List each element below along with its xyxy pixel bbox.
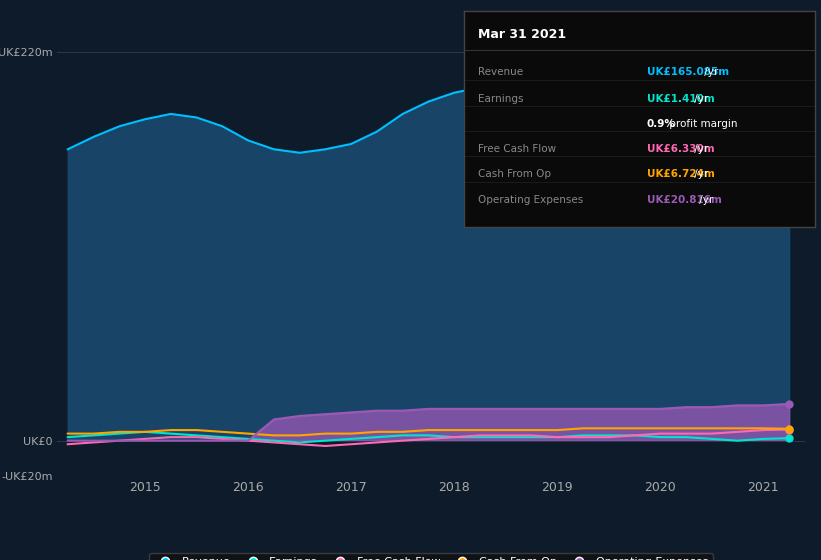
Text: Operating Expenses: Operating Expenses [478, 195, 583, 205]
Legend: Revenue, Earnings, Free Cash Flow, Cash From Op, Operating Expenses: Revenue, Earnings, Free Cash Flow, Cash … [149, 553, 713, 560]
Text: Earnings: Earnings [478, 94, 524, 104]
Text: Revenue: Revenue [478, 67, 523, 77]
Text: profit margin: profit margin [666, 119, 737, 129]
Text: 0.9%: 0.9% [647, 119, 676, 129]
Text: /yr: /yr [690, 144, 708, 154]
Text: Mar 31 2021: Mar 31 2021 [478, 29, 566, 41]
Text: UK£20.816m: UK£20.816m [647, 195, 722, 205]
Text: UK£1.410m: UK£1.410m [647, 94, 714, 104]
Text: UK£6.724m: UK£6.724m [647, 169, 714, 179]
Text: UK£165.085m: UK£165.085m [647, 67, 729, 77]
Text: /yr: /yr [690, 169, 708, 179]
Text: /yr: /yr [695, 195, 713, 205]
Text: /yr: /yr [690, 94, 708, 104]
Text: Cash From Op: Cash From Op [478, 169, 551, 179]
Text: Free Cash Flow: Free Cash Flow [478, 144, 556, 154]
Text: UK£6.330m: UK£6.330m [647, 144, 714, 154]
Text: /yr: /yr [700, 67, 718, 77]
